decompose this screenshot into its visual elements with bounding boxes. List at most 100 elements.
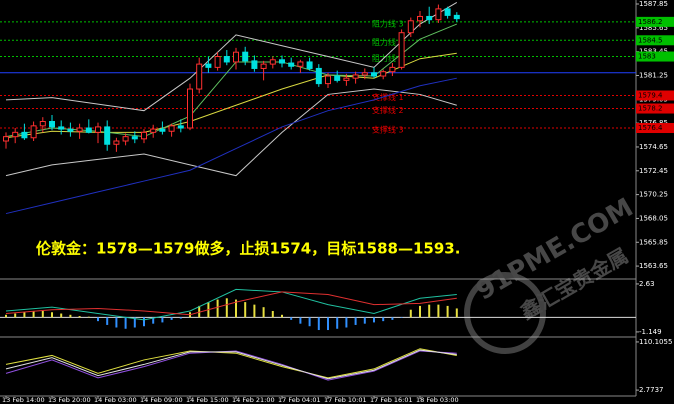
y-tick-label: 1581.25: [639, 71, 668, 79]
candle-body: [196, 63, 203, 90]
candle-body: [453, 14, 460, 20]
candle-body: [150, 128, 157, 133]
candle-body: [444, 8, 451, 16]
candle-body: [233, 51, 239, 63]
y-tick-label: 110.1055: [639, 338, 672, 346]
y-tick-label: 1572.45: [639, 167, 668, 175]
level-value: 1586.2: [638, 18, 663, 26]
level-box: [636, 90, 674, 101]
y-tick-label: 1563.65: [639, 262, 668, 270]
candle-body: [260, 63, 267, 69]
candle-body: [417, 15, 423, 22]
candle-body: [334, 75, 341, 81]
candle-body: [187, 88, 193, 129]
level-value: 1584.5: [638, 36, 663, 44]
candle-body: [407, 20, 414, 34]
candle-body: [159, 128, 166, 132]
watermark: 91PME.COM 鑫汇宝贵金属: [464, 193, 638, 354]
stoch-line: [5, 349, 457, 380]
overlay-line: [5, 88, 457, 177]
candle-body: [205, 63, 212, 68]
x-tick-label: 14 Feb 03:00: [94, 396, 137, 404]
y-tick-label: 1568.05: [639, 214, 668, 222]
candle-body: [113, 140, 120, 145]
overlay-line: [5, 52, 457, 139]
candle-body: [131, 136, 138, 140]
y-tick-label: 2.63: [639, 280, 655, 288]
candle-body: [380, 71, 387, 77]
x-tick-label: 14 Feb 21:00: [232, 396, 275, 404]
candle-body: [67, 128, 74, 132]
candle-body: [104, 126, 111, 145]
candle-body: [30, 125, 37, 139]
candle-body: [177, 125, 184, 129]
level-box: [636, 35, 674, 46]
level-value: 1579.4: [638, 92, 663, 100]
candle-body: [279, 59, 285, 64]
overlay-line: [5, 77, 457, 215]
x-tick-label: 14 Feb 15:00: [186, 396, 229, 404]
candle-body: [95, 126, 101, 133]
level-box: [636, 51, 674, 62]
x-tick-label: 18 Feb 03:00: [416, 396, 459, 404]
candle-body: [435, 8, 442, 21]
level-label: 支撑线 2: [372, 105, 404, 115]
candle-body: [223, 56, 230, 63]
level-value: 1578.2: [638, 105, 663, 113]
y-tick-label: -1.149: [639, 328, 662, 336]
candle-body: [398, 32, 405, 68]
candle-body: [315, 67, 322, 85]
candle-body: [371, 72, 377, 77]
annotation: 伦敦金：1578—1579做多，止损1574，目标1588—1593.: [36, 240, 460, 258]
candle-body: [122, 136, 129, 142]
candle-body: [426, 15, 433, 21]
level-box: [636, 103, 674, 114]
y-tick-label: 1574.65: [639, 143, 668, 151]
candle-body: [352, 74, 359, 79]
y-tick-label: 1565.85: [639, 238, 668, 246]
candle-body: [76, 127, 83, 132]
candle-body: [251, 60, 258, 69]
level-label: 支撑线 3: [372, 125, 404, 135]
level-box: [636, 123, 674, 134]
candle-body: [3, 136, 9, 142]
candle-body: [343, 77, 350, 81]
x-tick-label: 13 Feb 14:00: [2, 396, 45, 404]
x-tick-label: 17 Feb 04:01: [278, 396, 321, 404]
candle-body: [168, 125, 175, 132]
candle-body: [12, 131, 19, 138]
level-label: 阻力线 2: [372, 37, 404, 47]
candle-body: [49, 121, 55, 128]
x-tick-label: 13 Feb 20:00: [48, 396, 91, 404]
level-label: 阻力线 1: [372, 53, 404, 63]
candle-body: [39, 121, 46, 127]
y-tick-label: 2.7737: [639, 386, 664, 394]
stoch-line: [5, 350, 457, 381]
candle-body: [297, 61, 304, 67]
candle-body: [325, 75, 331, 85]
x-tick-label: 17 Feb 10:01: [324, 396, 367, 404]
candle-body: [306, 61, 313, 69]
candle-body: [269, 59, 276, 65]
candle-body: [141, 131, 147, 140]
candle-body: [21, 131, 28, 139]
candle-body: [58, 126, 65, 130]
candle-body: [85, 127, 92, 133]
level-value: 1583: [638, 53, 656, 61]
candle-body: [242, 51, 249, 62]
level-label: 阻力线 3: [372, 18, 404, 28]
macd-line: [5, 291, 457, 316]
candle-body: [389, 66, 396, 73]
candle-body: [214, 56, 221, 68]
y-tick-label: 1570.25: [639, 191, 668, 199]
level-label: 支撑线 1: [372, 92, 404, 102]
candle-body: [361, 72, 368, 76]
watermark-logo: [464, 272, 546, 354]
y-tick-label: 1585.65: [639, 24, 668, 32]
x-tick-label: 14 Feb 09:00: [140, 396, 183, 404]
x-tick-label: 17 Feb 16:01: [370, 396, 413, 404]
level-value: 1576.4: [638, 124, 663, 132]
macd-line: [5, 288, 457, 321]
level-box: [636, 16, 674, 27]
